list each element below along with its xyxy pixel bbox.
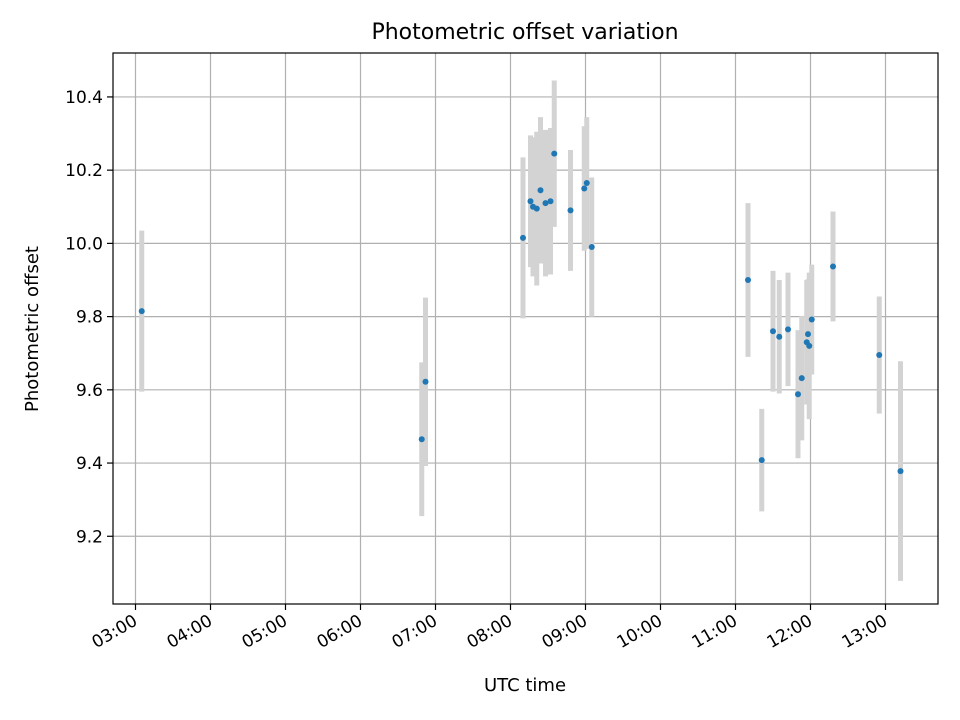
data-point: [876, 352, 883, 359]
data-markers: [138, 150, 904, 475]
data-point: [418, 436, 425, 443]
data-point: [776, 333, 783, 340]
data-point: [537, 187, 544, 194]
data-point: [745, 276, 751, 283]
y-tick-label: 10.0: [65, 234, 103, 254]
y-tick-label: 9.6: [76, 381, 103, 401]
data-point: [808, 316, 815, 323]
data-point: [588, 244, 595, 251]
data-point: [527, 198, 534, 205]
data-point: [795, 391, 801, 398]
data-point: [551, 150, 558, 157]
y-tick-label: 10.2: [65, 161, 103, 181]
data-point: [567, 207, 574, 214]
data-point: [542, 200, 549, 207]
data-point: [805, 331, 811, 338]
y-tick-label: 9.4: [76, 454, 103, 474]
chart-title: Photometric offset variation: [371, 20, 678, 45]
data-point: [830, 263, 836, 270]
data-point: [533, 205, 540, 212]
data-point: [785, 326, 791, 333]
data-point: [798, 375, 805, 382]
y-tick-label: 9.2: [76, 527, 103, 547]
data-point: [422, 378, 429, 385]
data-point: [583, 179, 590, 186]
data-point: [138, 308, 145, 315]
y-tick-label: 10.4: [65, 88, 103, 108]
data-point: [897, 468, 904, 475]
data-point: [770, 328, 776, 335]
data-point: [520, 234, 526, 241]
data-point: [581, 185, 588, 192]
y-axis-label: Photometric offset: [22, 246, 43, 412]
data-point: [547, 198, 554, 205]
plot-frame: [112, 52, 939, 605]
x-axis-label: UTC time: [484, 675, 566, 696]
data-point: [758, 457, 765, 464]
y-axis-ticks: 9.2 9.4 9.6 9.8 10.0 10.2 10.4: [65, 88, 113, 547]
y-tick-label: 9.8: [76, 308, 103, 328]
data-point: [806, 342, 813, 349]
